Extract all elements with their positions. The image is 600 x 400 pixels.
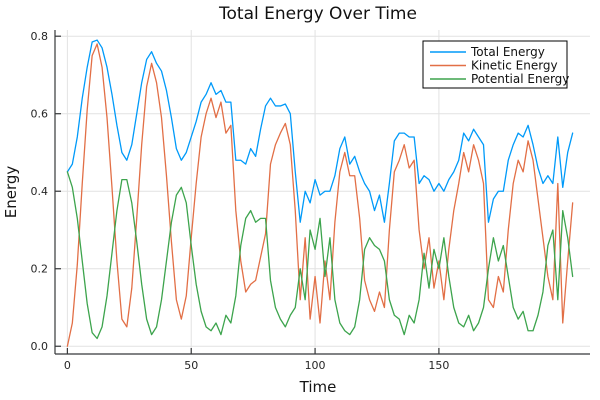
legend-label-total-energy: Total Energy [470,45,545,59]
data-series [66,39,574,347]
kinetic-energy-line [66,43,574,347]
y-tick-labels: 0.0 0.2 0.4 0.6 0.8 [31,30,49,353]
y-tick-label: 0.0 [31,340,49,353]
x-axis-label: Time [299,378,337,396]
x-tick-label: 100 [305,359,326,372]
legend-box [422,40,568,89]
x-tick-labels: 0 50 100 150 [64,359,450,372]
tick-marks [55,35,440,354]
total-energy-line [66,39,574,223]
y-tick-label: 0.4 [31,185,49,198]
y-axis-label: Energy [2,166,20,219]
y-tick-label: 0.8 [31,30,49,43]
y-tick-label: 0.2 [31,263,49,276]
x-tick-label: 50 [184,359,198,372]
legend-label-kinetic-energy: Kinetic Energy [471,59,558,73]
legend: Total Energy Kinetic Energy Potential En… [422,40,569,89]
chart-title: Total Energy Over Time [218,4,417,24]
axis-spines [54,30,590,355]
y-tick-label: 0.6 [31,108,49,121]
x-tick-label: 150 [428,359,449,372]
potential-energy-line [66,171,574,340]
x-tick-label: 0 [64,359,71,372]
legend-label-potential-energy: Potential Energy [471,72,569,86]
